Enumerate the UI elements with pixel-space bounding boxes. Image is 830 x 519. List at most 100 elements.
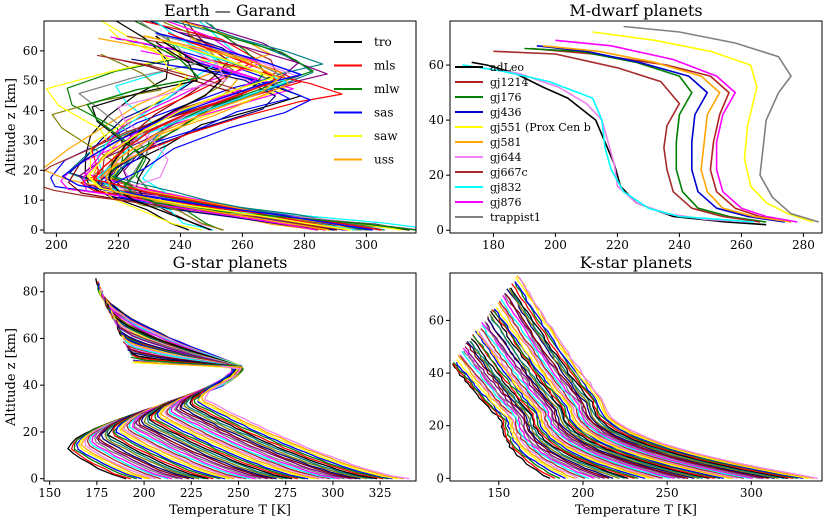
- y-axis-label: Altitude z [km]: [4, 328, 19, 427]
- panel-earth-garand: Earth — Garand 200 220 240 260 280 300 0 10 20 30…: [4, 1, 417, 252]
- profile-line: [452, 362, 556, 479]
- y-axis-label: Altitude z [km]: [4, 78, 19, 177]
- profile-line: [495, 307, 731, 480]
- x-tick-label: 250: [656, 486, 679, 500]
- profile-line: [86, 35, 352, 231]
- profile-line: [509, 287, 789, 480]
- profile-line: [472, 334, 639, 480]
- plot-lines: [67, 278, 410, 480]
- legend-label: gj551 (Prox Cen b: [490, 121, 591, 134]
- profile-line: [555, 39, 798, 223]
- profile-line: [122, 341, 331, 480]
- y-tick-label: 60: [23, 44, 38, 58]
- x-tick-label: 260: [231, 238, 254, 252]
- legend-label: gj667c: [490, 166, 528, 179]
- profile-line: [462, 64, 754, 223]
- profile-line: [452, 361, 561, 479]
- profile-line: [86, 38, 416, 231]
- x-tick-label: 225: [180, 486, 203, 500]
- profile-line: [511, 283, 794, 480]
- profile-line: [536, 45, 785, 223]
- profile-line: [97, 58, 334, 231]
- x-tick-label: 280: [293, 238, 316, 252]
- profile-line: [481, 325, 671, 480]
- plot-lines: [452, 275, 818, 480]
- axis-ticks: 180 200 220 240 260 280 0 20 40 60: [429, 58, 815, 252]
- x-axis-label: Temperature T [K]: [169, 503, 291, 518]
- axis-ticks: 150 200 250 300 0 20 40 60: [429, 313, 763, 500]
- y-tick-label: 0: [30, 472, 38, 486]
- profile-line: [204, 365, 410, 480]
- y-tick-label: 20: [429, 168, 444, 182]
- axis-ticks: 150 175 200 225 250 275 300 325 0 20 40 60 80: [23, 285, 392, 500]
- plot-lines: [44, 21, 416, 231]
- profile-line: [469, 340, 620, 480]
- y-tick-label: 50: [23, 74, 38, 88]
- x-tick-label: 240: [668, 238, 691, 252]
- legend-label: gj176: [490, 91, 521, 104]
- y-tick-label: 0: [436, 471, 444, 485]
- x-tick-label: 200: [572, 486, 595, 500]
- x-tick-label: 220: [107, 238, 130, 252]
- profile-line: [484, 321, 680, 480]
- panel-title: M-dwarf planets: [569, 1, 702, 20]
- x-tick-label: 150: [38, 486, 61, 500]
- profile-line: [462, 347, 595, 480]
- profile-line: [478, 330, 661, 480]
- profile-line: [504, 293, 764, 480]
- profile-line: [133, 359, 393, 480]
- panel-title: G-star planets: [173, 253, 288, 272]
- profile-line: [623, 25, 820, 223]
- x-tick-label: 275: [274, 486, 297, 500]
- profile-line: [130, 352, 378, 480]
- plot-frame: [43, 20, 417, 234]
- panel-title: Earth — Garand: [164, 1, 296, 20]
- profile-line: [487, 316, 689, 480]
- legend-label: sas: [374, 106, 393, 120]
- legend-label: gj1214: [490, 76, 528, 89]
- x-tick-label: 325: [369, 486, 392, 500]
- legend: tro mls mlw sas saw uss: [334, 35, 400, 167]
- profile-line: [466, 340, 614, 480]
- profile-line: [463, 350, 601, 480]
- profile-line: [89, 292, 243, 480]
- profile-line: [455, 362, 566, 479]
- profile-line: [505, 294, 769, 480]
- legend-label: mlw: [374, 82, 400, 96]
- profile-line: [493, 308, 724, 480]
- x-tick-label: 150: [487, 486, 510, 500]
- profile-line: [124, 339, 336, 480]
- profile-line: [497, 302, 734, 480]
- x-tick-label: 180: [482, 238, 505, 252]
- y-tick-label: 10: [23, 193, 38, 207]
- legend-label: saw: [374, 129, 398, 143]
- profile-line: [480, 328, 664, 480]
- x-tick-label: 280: [792, 238, 815, 252]
- profile-line: [493, 50, 761, 223]
- profile-line: [112, 21, 362, 231]
- panel-title: K-star planets: [580, 253, 692, 272]
- x-tick-label: 200: [544, 238, 567, 252]
- profile-line: [464, 346, 605, 480]
- y-tick-label: 60: [429, 313, 444, 327]
- profile-line: [452, 363, 551, 479]
- x-tick-label: 260: [730, 238, 753, 252]
- profile-line: [470, 338, 629, 480]
- y-tick-label: 0: [436, 223, 444, 237]
- y-tick-label: 60: [23, 331, 38, 345]
- profile-line: [92, 32, 348, 231]
- legend-label: gj436: [490, 106, 521, 119]
- profile-line: [465, 342, 610, 480]
- profile-line: [530, 47, 792, 223]
- panel-m-dwarf-planets: M-dwarf planets 180 200 220 240 260 280 0 20 40 6…: [429, 1, 823, 252]
- plot-frame: [449, 272, 823, 482]
- legend: adLeo gj1214 gj176 gj436 gj551 (Prox Cen b gj…: [455, 61, 591, 224]
- y-tick-label: 80: [23, 285, 38, 299]
- plot-frame: [449, 20, 823, 234]
- profile-line: [105, 35, 330, 231]
- y-tick-label: 20: [23, 163, 38, 177]
- y-tick-label: 30: [23, 133, 38, 147]
- legend-label: uss: [374, 153, 394, 167]
- x-tick-label: 240: [169, 238, 192, 252]
- profile-line: [461, 350, 590, 480]
